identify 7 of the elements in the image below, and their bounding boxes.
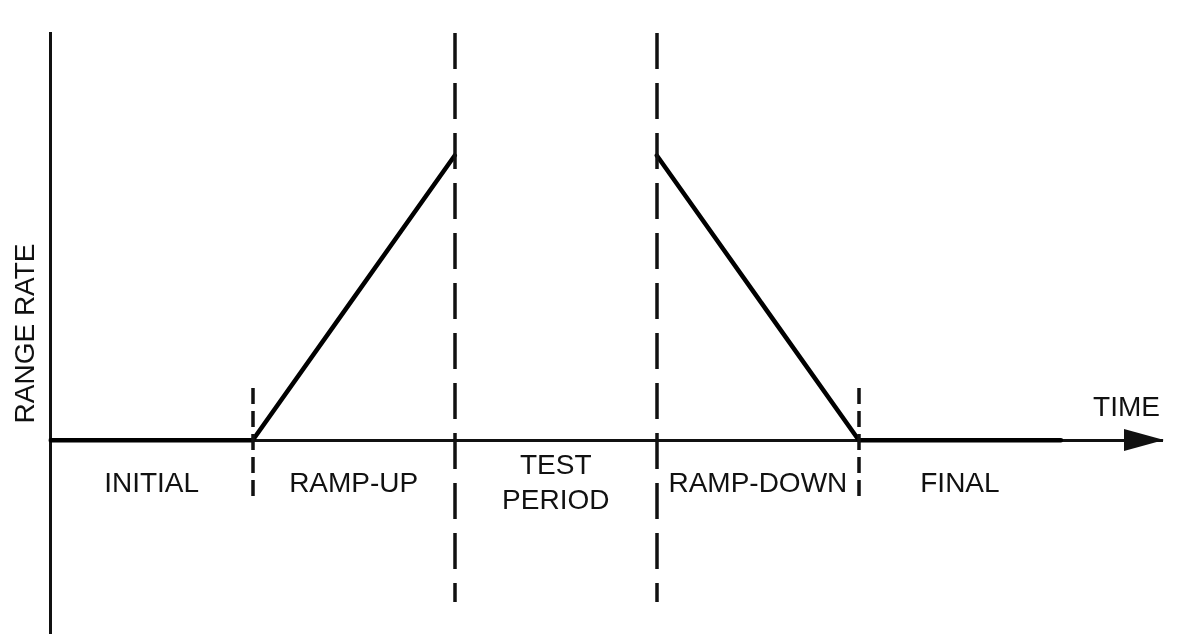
x-axis-title: TIME (1093, 391, 1160, 423)
x-tick-label: RAMP-UP (289, 466, 419, 498)
x-tick-label: FINAL (920, 466, 1000, 498)
x-tick-label: RAMP-DOWN (668, 466, 848, 498)
x-tick-label: TEST PERIOD (502, 449, 610, 516)
y-axis-title: RANGE RATE (8, 243, 40, 424)
x-tick-label: INITIAL (104, 466, 200, 498)
